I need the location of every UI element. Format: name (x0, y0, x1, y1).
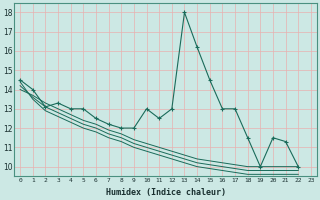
X-axis label: Humidex (Indice chaleur): Humidex (Indice chaleur) (106, 188, 226, 197)
